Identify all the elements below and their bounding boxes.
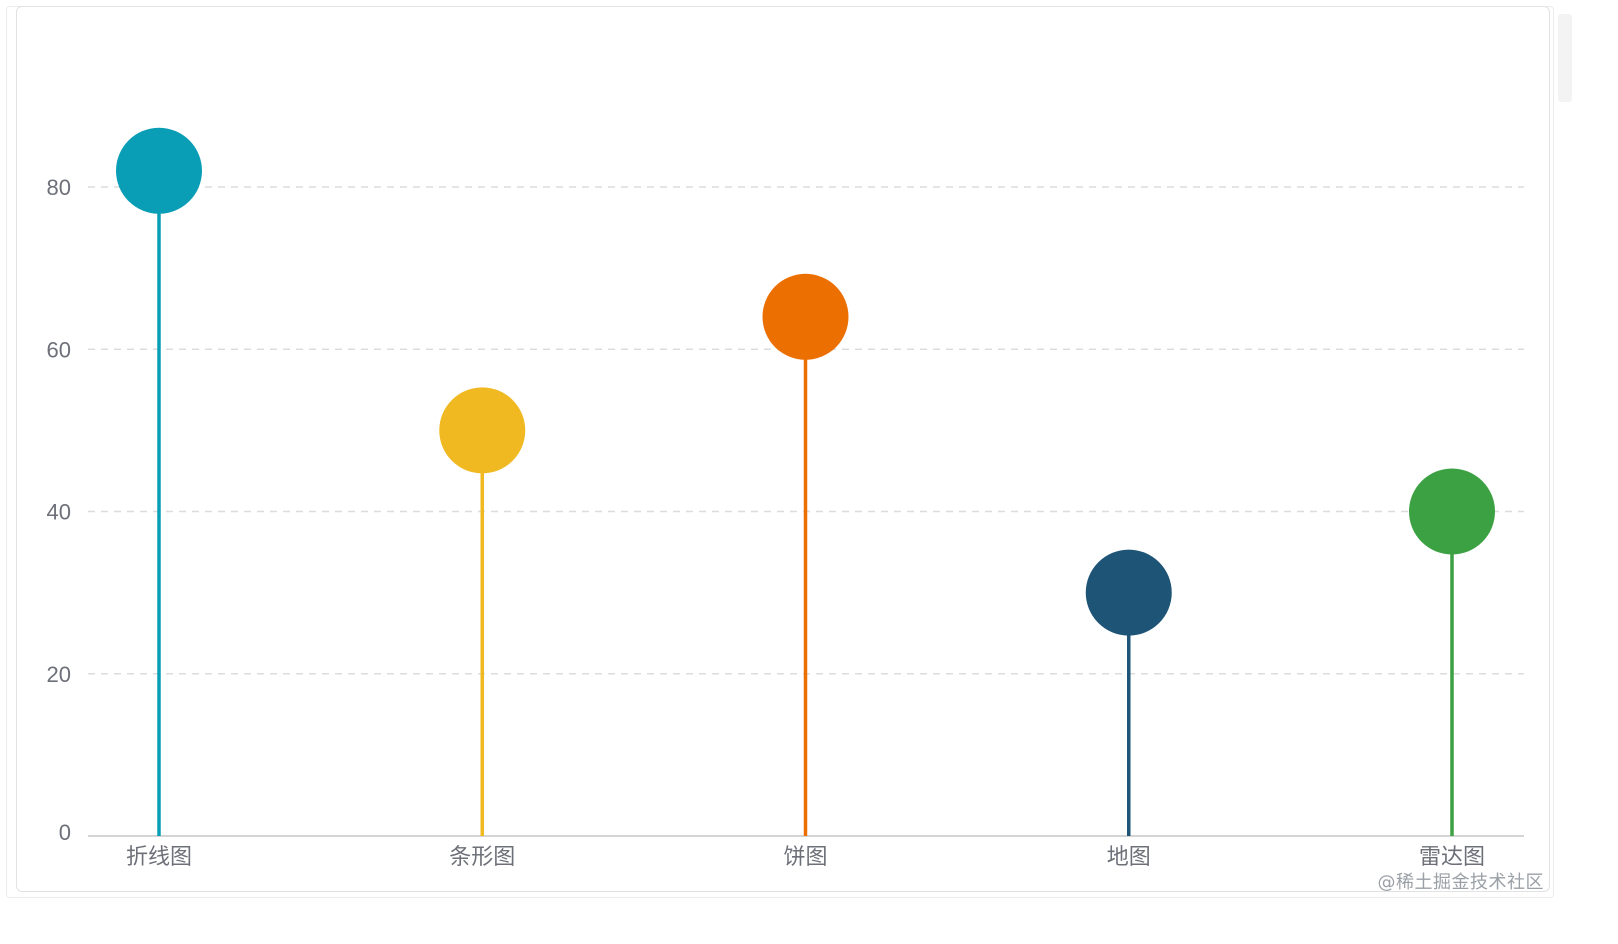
watermark-text: @稀土掘金技术社区 xyxy=(1377,872,1544,893)
y-tick-label-80: 80 xyxy=(47,175,71,200)
lollipop-head-5 xyxy=(1409,468,1495,555)
y-tick-label-0: 0 xyxy=(59,820,71,845)
lollipop-head-4 xyxy=(1085,549,1172,636)
side-scroll-strip xyxy=(1558,14,1572,102)
x-tick-label-4: 地图 xyxy=(1107,845,1151,870)
y-axis-tick-labels: 0 20 40 60 80 xyxy=(47,175,71,845)
chart-card xyxy=(16,6,1550,892)
lollipop-head-3 xyxy=(762,273,849,360)
lollipop-stems xyxy=(157,170,1454,836)
x-tick-label-1: 折线图 xyxy=(126,845,192,870)
x-tick-label-5: 雷达图 xyxy=(1419,845,1485,870)
lollipop-head-2 xyxy=(439,387,526,474)
lollipop-heads xyxy=(116,127,1495,636)
y-tick-label-40: 40 xyxy=(47,500,71,525)
x-tick-label-2: 条形图 xyxy=(449,845,515,870)
x-axis-tick-labels: 折线图 条形图 饼图 地图 雷达图 xyxy=(126,845,1485,870)
y-tick-label-60: 60 xyxy=(47,337,71,362)
lollipop-head-1 xyxy=(116,127,202,214)
y-tick-label-20: 20 xyxy=(47,662,71,687)
x-tick-label-3: 饼图 xyxy=(783,845,827,870)
